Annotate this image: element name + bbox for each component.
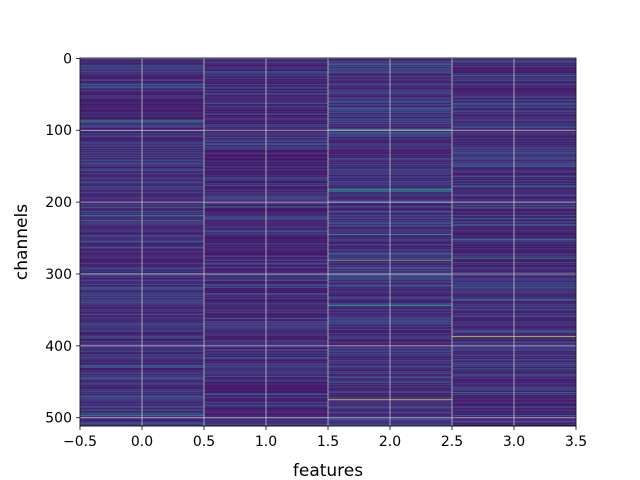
y-tick-label: 500 xyxy=(45,411,72,427)
y-tick-label: 100 xyxy=(45,123,72,139)
x-tick-label: 0.0 xyxy=(131,434,153,450)
y-tick-label: 300 xyxy=(45,267,72,283)
y-axis-ticks: 0 100 200 300 400 500 xyxy=(45,51,80,427)
x-axis-label: features xyxy=(293,461,363,480)
y-tick-label: 200 xyxy=(45,195,72,211)
x-tick-label: 2.0 xyxy=(379,434,401,450)
x-tick-label: 3.0 xyxy=(503,434,525,450)
x-axis-ticks: −0.5 0.0 0.5 1.0 1.5 2.0 2.5 3.0 3.5 xyxy=(63,426,587,450)
y-tick-label: 400 xyxy=(45,339,72,355)
y-axis-label: channels xyxy=(12,204,32,280)
x-tick-label: 2.5 xyxy=(441,434,463,450)
y-tick-label: 0 xyxy=(63,51,72,67)
x-tick-label: −0.5 xyxy=(63,434,97,450)
x-tick-label: 1.5 xyxy=(317,434,339,450)
x-tick-label: 0.5 xyxy=(193,434,215,450)
x-tick-label: 3.5 xyxy=(565,434,587,450)
x-tick-label: 1.0 xyxy=(255,434,277,450)
